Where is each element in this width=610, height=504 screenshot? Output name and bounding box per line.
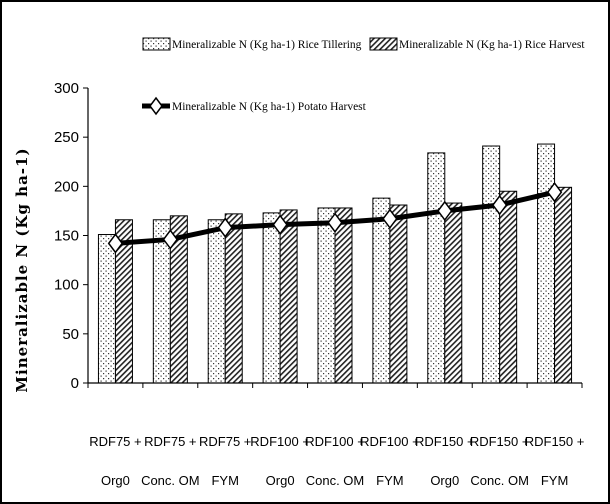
potato-harvest-point [162,229,179,250]
potato-harvest-point [382,208,398,230]
x-tick-label: RDF100 + [305,434,365,449]
bar-rice-harvest [554,186,573,384]
bar-rice-harvest [499,190,518,384]
bar-rice-tillering [482,145,501,384]
x-tick-label: Org0 [101,473,130,488]
legend-label-potato-harvest: Mineralizable N (Kg ha-1) Potato Harvest [172,101,367,113]
legend-swatch-rice-tillering [142,37,171,51]
y-tick-label: 50 [62,326,79,343]
bar-rice-tillering [427,152,446,384]
bars-layer [97,143,573,384]
x-tick-label: RDF150 + [470,434,530,449]
x-tick-label: RDF75 + [144,434,196,449]
potato-harvest-point [437,200,453,222]
x-tick-label: RDF100 + [360,434,420,449]
bar-rice-tillering [537,143,556,384]
y-tick-label: 250 [54,129,79,146]
potato-harvest-point [491,194,508,216]
bar-rice-tillering [97,234,116,384]
legend-label-rice-tillering: Mineralizable N (Kg ha-1) Rice Tillering [172,39,362,51]
x-tick-label: Conc. OM [470,473,529,488]
x-tick-label: Conc. OM [141,473,200,488]
legend-label-rice-harvest: Mineralizable N (Kg ha-1) Rice Harvest [399,39,585,51]
x-tick-label: FYM [211,473,238,488]
bar-rice-harvest [279,209,298,384]
y-tick-label: 300 [54,80,79,97]
x-tick-label: FYM [541,473,568,488]
bar-rice-tillering [372,197,391,384]
bar-rice-tillering [262,212,281,384]
y-tick-label: 0 [71,375,79,392]
legend-swatch-rice-harvest [369,37,398,51]
x-tick-label: Org0 [266,473,295,488]
y-tick-label: 200 [54,178,79,195]
potato-harvest-point [272,214,288,235]
bar-rice-harvest [334,207,353,384]
potato-harvest-point [107,233,124,254]
axes-layer: 0 50 100 150 200 250 300 RDF75 + Org0 RDF75 + Conc… [54,80,584,488]
bar-rice-tillering [207,219,226,384]
bar-rice-harvest [444,202,463,384]
bar-rice-harvest [224,213,243,384]
legend: Mineralizable N (Kg ha-1) Rice Tillering… [142,37,585,116]
bar-rice-tillering [317,207,336,384]
x-tick-label: RDF75 + [89,434,141,449]
potato-line-layer [107,181,563,254]
y-axis-label: Mineralizable N (Kg ha-1) [13,147,31,392]
y-tick-label: 150 [54,228,79,245]
potato-harvest-point [217,217,233,238]
legend-marker-potato-harvest [149,96,163,116]
x-tick-label: RDF75 + [199,434,251,449]
potato-harvest-point [546,181,563,203]
x-tick-label: FYM [376,473,403,488]
x-tick-label: RDF150 + [415,434,475,449]
potato-harvest-point [327,212,343,233]
bar-rice-harvest [389,204,408,384]
y-tick-label: 100 [54,277,79,294]
x-tick-label: RDF150 + [525,434,585,449]
x-tick-label: Org0 [430,473,459,488]
x-tick-label: RDF100 + [250,434,310,449]
x-tick-label: Conc. OM [306,473,365,488]
